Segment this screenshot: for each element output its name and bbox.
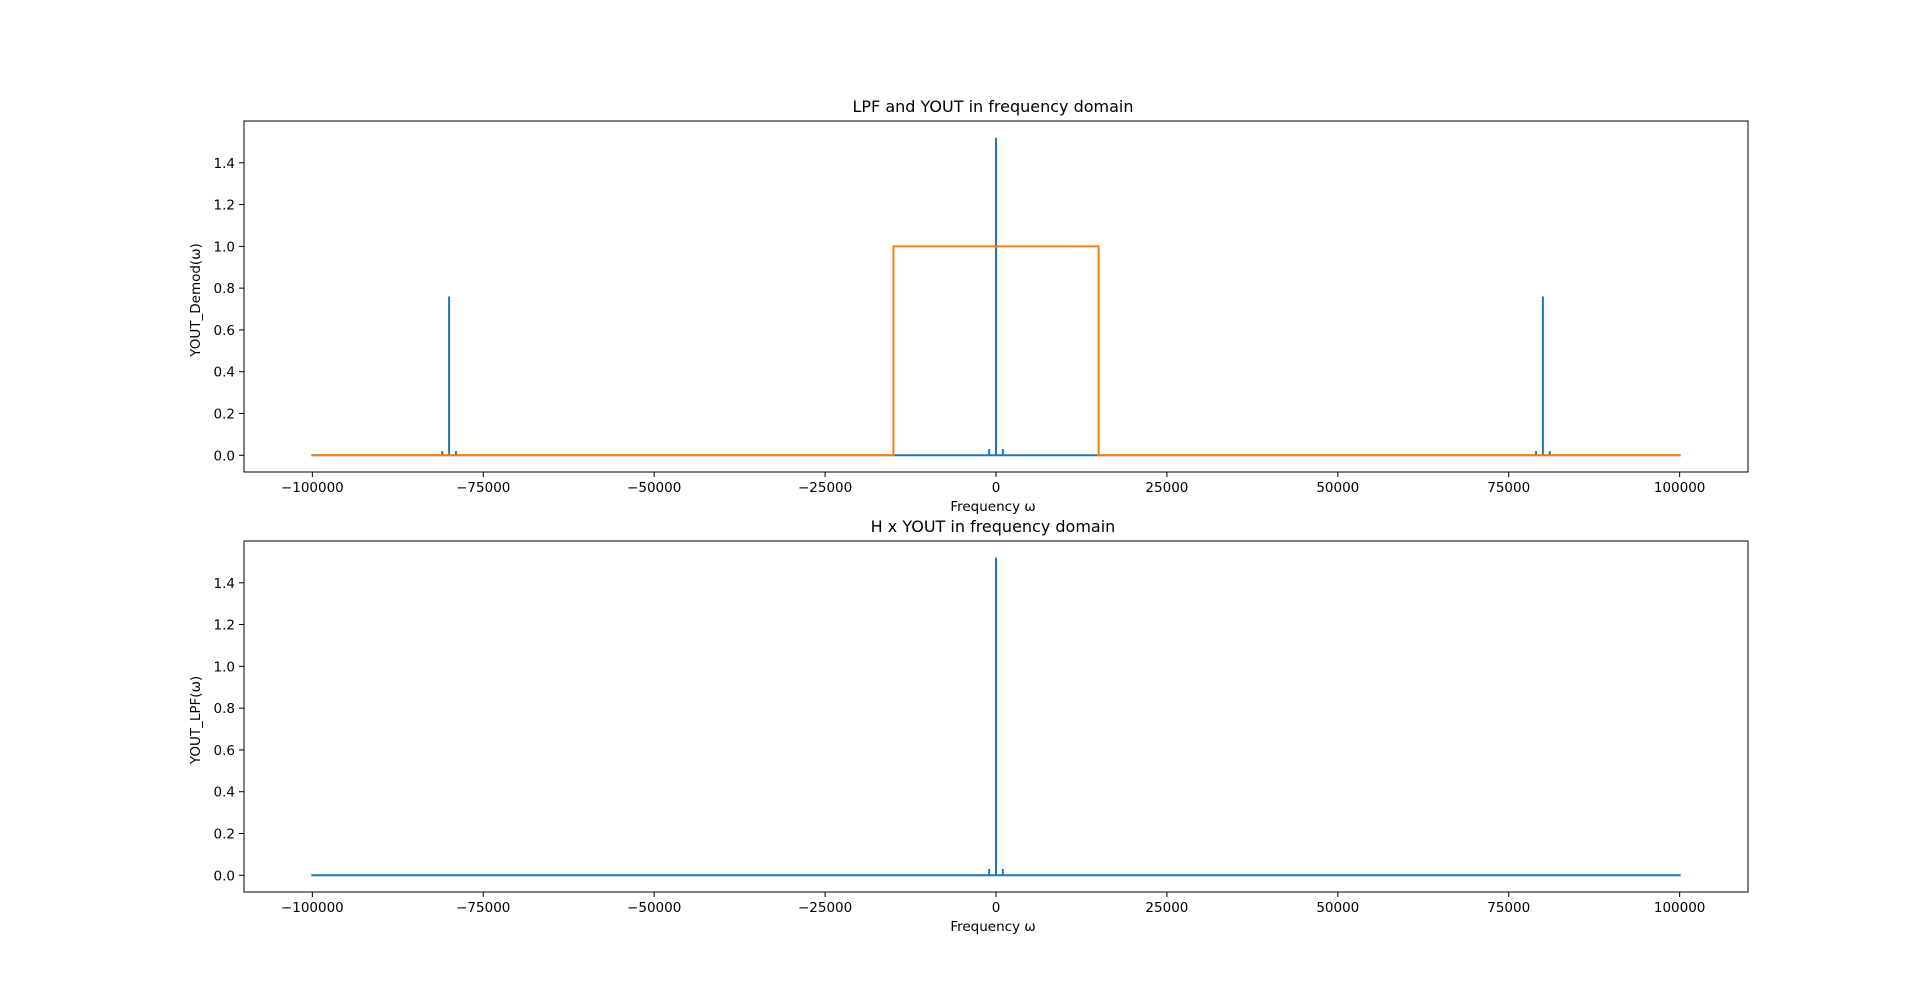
top-chart-y-tick-label: 0.6 — [214, 323, 235, 339]
bottom-chart-y-tick-label: 1.0 — [214, 659, 235, 675]
top-chart-ylabel: YOUT_Demod(ω) — [188, 243, 204, 358]
bottom-chart-y-tick-label: 1.4 — [214, 576, 235, 592]
bottom-chart-series-1-line — [311, 557, 1681, 877]
top-chart-y-tick-label: 1.2 — [214, 198, 235, 214]
bottom-chart-xlabel: Frequency ω — [950, 919, 1035, 935]
top-chart-x-tick-label: 0 — [992, 480, 1001, 496]
bottom-chart-y-tick-label: 0.6 — [214, 743, 235, 759]
top-chart-x-tick-label: 25000 — [1145, 480, 1188, 496]
top-chart-y-tick-label: 0.8 — [214, 281, 235, 297]
top-chart-x-tick-label: −25000 — [798, 480, 852, 496]
top-chart-x-tick-label: 50000 — [1316, 480, 1359, 496]
bottom-chart-y-tick-label: 0.2 — [214, 827, 235, 843]
bottom-chart-x-tick-label: −25000 — [798, 900, 852, 916]
top-chart-series-1-line — [311, 137, 1681, 457]
bottom-chart-ylabel: YOUT_LPF(ω) — [188, 676, 204, 765]
bottom-chart-x-tick-label: 100000 — [1654, 900, 1706, 916]
top-chart-x-tick-label: −100000 — [281, 480, 344, 496]
top-chart-y-tick-label: 1.4 — [214, 156, 235, 172]
top-chart-y-tick-label: 0.2 — [214, 407, 235, 423]
top-chart-x-tick-label: −75000 — [456, 480, 510, 496]
bottom-chart-y-tick-label: 0.8 — [214, 701, 235, 717]
top-chart-x-tick-label: 100000 — [1654, 480, 1706, 496]
top-chart-xlabel: Frequency ω — [950, 499, 1035, 515]
bottom-chart-y-tick-label: 0.4 — [214, 785, 235, 801]
top-chart-x-tick-label: −50000 — [627, 480, 681, 496]
top-chart-series-2-line — [311, 245, 1681, 457]
bottom-chart-title: H x YOUT in frequency domain — [871, 517, 1116, 536]
top-chart-title: LPF and YOUT in frequency domain — [852, 97, 1133, 116]
bottom-chart-x-tick-label: 25000 — [1145, 900, 1188, 916]
bottom-chart-x-tick-label: 75000 — [1487, 900, 1530, 916]
top-chart-x-tick-label: 75000 — [1487, 480, 1530, 496]
bottom-chart-y-tick-label: 1.2 — [214, 618, 235, 634]
bottom-chart-x-tick-label: −50000 — [627, 900, 681, 916]
bottom-chart: H x YOUT in frequency domain Frequency ω… — [188, 517, 1749, 935]
bottom-chart-x-tick-label: −75000 — [456, 900, 510, 916]
top-chart-y-tick-label: 1.0 — [214, 239, 235, 255]
bottom-chart-x-tick-label: 0 — [992, 900, 1001, 916]
bottom-chart-x-tick-label: 50000 — [1316, 900, 1359, 916]
top-chart: LPF and YOUT in frequency domain Frequen… — [188, 97, 1749, 515]
top-chart-y-tick-label: 0.4 — [214, 365, 235, 381]
bottom-chart-y-tick-label: 0.0 — [214, 868, 235, 884]
top-chart-y-tick-label: 0.0 — [214, 448, 235, 464]
bottom-chart-x-tick-label: −100000 — [281, 900, 344, 916]
